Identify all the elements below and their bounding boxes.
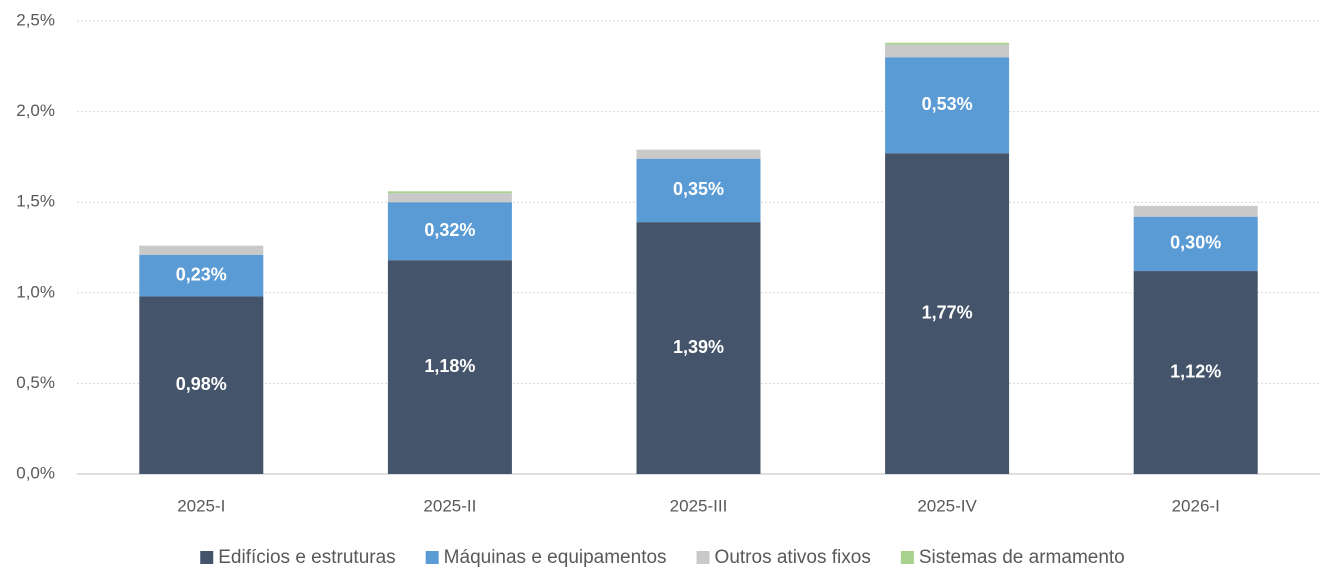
data-label: 1,77% [922, 302, 973, 322]
bar-segment [387, 191, 512, 194]
data-label: 0,30% [1170, 233, 1221, 253]
x-tick-label: 2026-I [1172, 496, 1220, 515]
bar-segment [885, 57, 1010, 154]
legend-swatch [900, 551, 914, 564]
bar-segment [139, 254, 264, 297]
bar-segment [1133, 271, 1258, 474]
y-tick-label: 0,5% [16, 373, 55, 392]
bar-segment [139, 296, 264, 474]
legend-label: Sistemas de armamento [919, 547, 1125, 568]
y-tick-label: 2,5% [16, 10, 55, 29]
bar-segment [387, 193, 512, 203]
data-label: 0,35% [673, 179, 724, 199]
bar-segment [636, 158, 761, 223]
bar-segment [1133, 216, 1258, 272]
legend-label: Edifícios e estruturas [218, 547, 395, 568]
y-tick-label: 2,0% [16, 101, 55, 120]
bar-segment [885, 153, 1010, 474]
bar-segment [387, 260, 512, 474]
bar-segment [885, 42, 1010, 45]
legend-swatch [696, 551, 710, 564]
legend-swatch [200, 551, 214, 564]
legend-label: Máquinas e equipamentos [444, 547, 667, 568]
legend-swatch [425, 551, 439, 564]
x-tick-label: 2025-IV [917, 496, 977, 515]
y-tick-label: 1,0% [16, 282, 55, 301]
data-label: 1,18% [424, 356, 475, 376]
bar-segment [387, 202, 512, 261]
bar-segment [139, 245, 264, 255]
data-label: 0,32% [424, 220, 475, 240]
x-tick-label: 2025-III [670, 496, 728, 515]
x-tick-label: 2025-II [423, 496, 476, 515]
bar-segment [636, 222, 761, 474]
data-label: 1,39% [673, 337, 724, 357]
x-tick-label: 2025-I [177, 496, 225, 515]
bar-segment [636, 149, 761, 159]
data-label: 1,12% [1170, 361, 1221, 381]
bar-segment [885, 44, 1010, 58]
y-tick-label: 0,0% [16, 463, 55, 482]
y-tick-label: 1,5% [16, 192, 55, 211]
bar-segment [1133, 205, 1258, 217]
data-label: 0,23% [176, 264, 227, 284]
legend-label: Outros ativos fixos [715, 547, 871, 568]
data-label: 0,53% [922, 94, 973, 114]
data-label: 0,98% [176, 374, 227, 394]
